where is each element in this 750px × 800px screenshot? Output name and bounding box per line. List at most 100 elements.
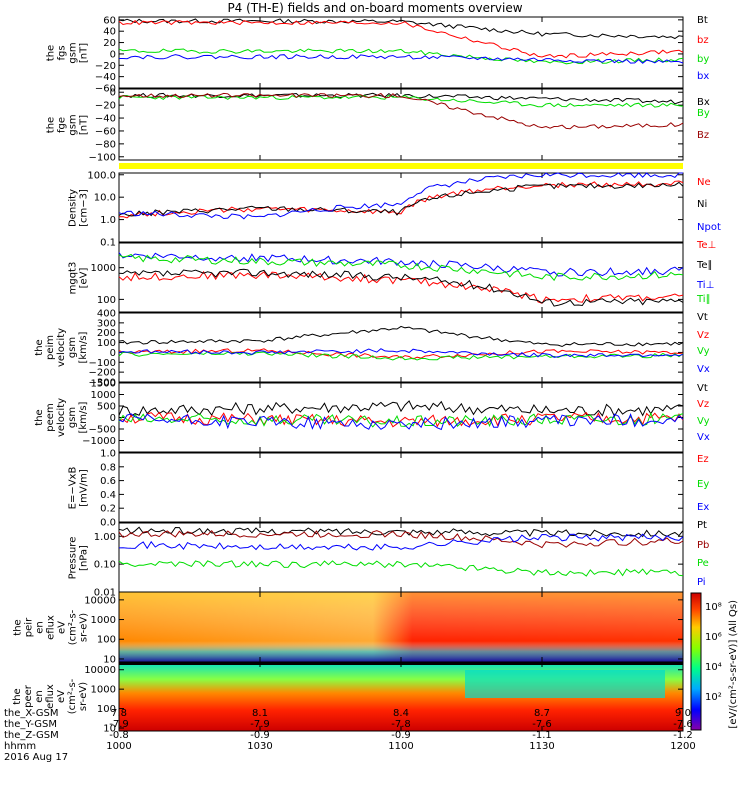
legend-Pb: Pb <box>697 540 710 551</box>
page-title: P4 (TH-E) fields and on-board moments ov… <box>227 1 523 15</box>
ytick-label: 0.6 <box>100 476 116 487</box>
ytick-label: 300 <box>97 318 116 329</box>
ytick-label: 0.4 <box>100 490 116 501</box>
ylabel-temperature: mgqt3 [eV] <box>67 261 89 294</box>
legend-Ne: Ne <box>697 177 711 188</box>
legend-Pt: Pt <box>697 520 707 531</box>
legend-Pi: Pi <box>697 577 706 588</box>
series-line-Vx <box>118 348 684 358</box>
ytick-label: −300 <box>89 378 116 389</box>
ytick-label: 1000 <box>91 615 116 626</box>
ytick-label: 0 <box>110 49 116 60</box>
legend-Ti∥: Ti∥ <box>697 294 711 305</box>
series-line-Vy <box>118 411 684 428</box>
footer-value: -0.9 <box>391 730 411 741</box>
series-line-Pi <box>118 533 684 551</box>
panel-frame <box>118 242 684 313</box>
ylabel-fgs-gsm: the fgs gsm [nT] <box>45 41 89 64</box>
panel-efield: 1.0 0.8 0.6 0.4 0.2 0.0 <box>100 449 684 529</box>
ytick-label: 1000 <box>91 390 116 401</box>
ytick-label: 100 <box>97 295 116 306</box>
panel-frame <box>118 312 684 383</box>
footer-value: 8.7 <box>534 708 550 719</box>
ytick-label: −100 <box>89 152 116 163</box>
ytick-label: 1500 <box>91 379 116 390</box>
legend-Vz: Vz <box>697 330 710 341</box>
ytick-label: 0 <box>110 348 116 359</box>
footer-value: 8.4 <box>393 708 409 719</box>
panel-temperature: 1000 100 <box>91 242 684 313</box>
footer-value: -1.2 <box>673 730 693 741</box>
panel-peir-spectrogram: 10000 1000 100 10 <box>84 591 684 665</box>
legend-Vz: Vz <box>697 399 710 410</box>
ytick-label: 1000 <box>91 263 116 274</box>
series-line-Vx <box>118 413 684 431</box>
ytick-label: −80 <box>95 139 116 150</box>
quality-flag-bar <box>119 163 683 169</box>
ytick-label: −40 <box>95 72 116 83</box>
legend-Ni: Ni <box>697 199 708 210</box>
ytick-label: 10000 <box>84 665 116 676</box>
series-line-Npot <box>118 172 683 220</box>
footer-row-date: 2016 Aug 17 <box>4 752 744 763</box>
series-line-bx <box>119 54 684 64</box>
legend-Ey: Ey <box>697 479 710 490</box>
legend-Vy: Vy <box>697 346 710 357</box>
ytick-label: 0 <box>110 88 116 99</box>
ytick-label: −40 <box>95 114 116 125</box>
series-line-Te⊥ <box>118 270 684 304</box>
legend-Te∥: Te∥ <box>697 260 713 271</box>
panel-fge-gsm: 0 −20 −40−60 −80 −100 <box>89 88 684 163</box>
series-line-Ni <box>118 181 684 217</box>
ylabel-fge-gsm: the fge gsm [nT] <box>45 113 89 136</box>
legend-Ex: Ex <box>697 502 710 513</box>
series-line-Te∥ <box>118 268 684 307</box>
ytick-label: 1.00 <box>94 532 116 543</box>
ytick-label: 0 <box>110 413 116 424</box>
footer-value: 8.1 <box>252 708 268 719</box>
series-line-Pt <box>118 526 684 538</box>
ytick-label: 1.0 <box>100 449 116 460</box>
footer-label: the_Z-GSM <box>4 730 59 741</box>
ytick-label: 0.10 <box>94 560 116 571</box>
series-line-Pb <box>118 529 684 549</box>
ytick-label: 10000 <box>84 595 116 606</box>
colorbar-tick: 10⁶ <box>705 632 722 643</box>
colorbar-tick: 10⁴ <box>705 662 722 673</box>
ytick-label: 100 <box>97 338 116 349</box>
series-line-Ti⊥ <box>118 252 684 277</box>
legend-bx: bx <box>697 71 710 82</box>
panel-pressure: 1.00 0.10 0.01 <box>94 522 684 599</box>
ytick-label: 200 <box>97 328 116 339</box>
series-line-Bt <box>118 18 684 40</box>
series-line-Ti∥ <box>118 253 684 282</box>
panel-peer-spectrogram: 10000 1000 100 10 <box>84 661 684 734</box>
footer-value: 1200 <box>670 741 696 752</box>
footer-value: -7.9 <box>109 719 129 730</box>
ytick-label: −1000 <box>82 436 116 447</box>
ytick-label: −100 <box>89 358 116 369</box>
footer-row-x: the_X-GSM 7.8 8.1 8.4 8.7 9.0 <box>4 708 744 719</box>
ytick-label: 40 <box>103 27 116 38</box>
ylabel-peir-spectrogram: the peir en eflux eV (cm²-s- sr-eV) <box>12 609 89 645</box>
legend-Npot: Npot <box>697 222 721 233</box>
series-line-Vz <box>118 411 684 428</box>
footer-value: 1130 <box>529 741 555 752</box>
legend-Vx: Vx <box>697 364 710 375</box>
legend-By: By <box>697 108 710 119</box>
series-line-Vy <box>118 351 684 361</box>
colorbar-tick: 10² <box>705 692 722 703</box>
spectrogram-band <box>465 670 665 698</box>
panel-frame <box>118 172 684 243</box>
legend-Ti⊥: Ti⊥ <box>697 280 715 291</box>
ylabel-peim-velocity: the peim velocity gsm [km/s] <box>34 327 89 368</box>
footer-value: -7.9 <box>250 719 270 730</box>
footer-label: the_X-GSM <box>4 708 59 719</box>
footer-date: 2016 Aug 17 <box>4 752 69 763</box>
series-line-bz <box>118 20 684 59</box>
orbit-footer: the_X-GSM 7.8 8.1 8.4 8.7 9.0 the_Y-GSM -7.9 -7… <box>4 708 744 763</box>
legend-by: by <box>697 54 710 65</box>
panel-density: 100.0 10.0 1.0 0.1 <box>87 170 684 249</box>
ytick-label: −20 <box>95 101 116 112</box>
